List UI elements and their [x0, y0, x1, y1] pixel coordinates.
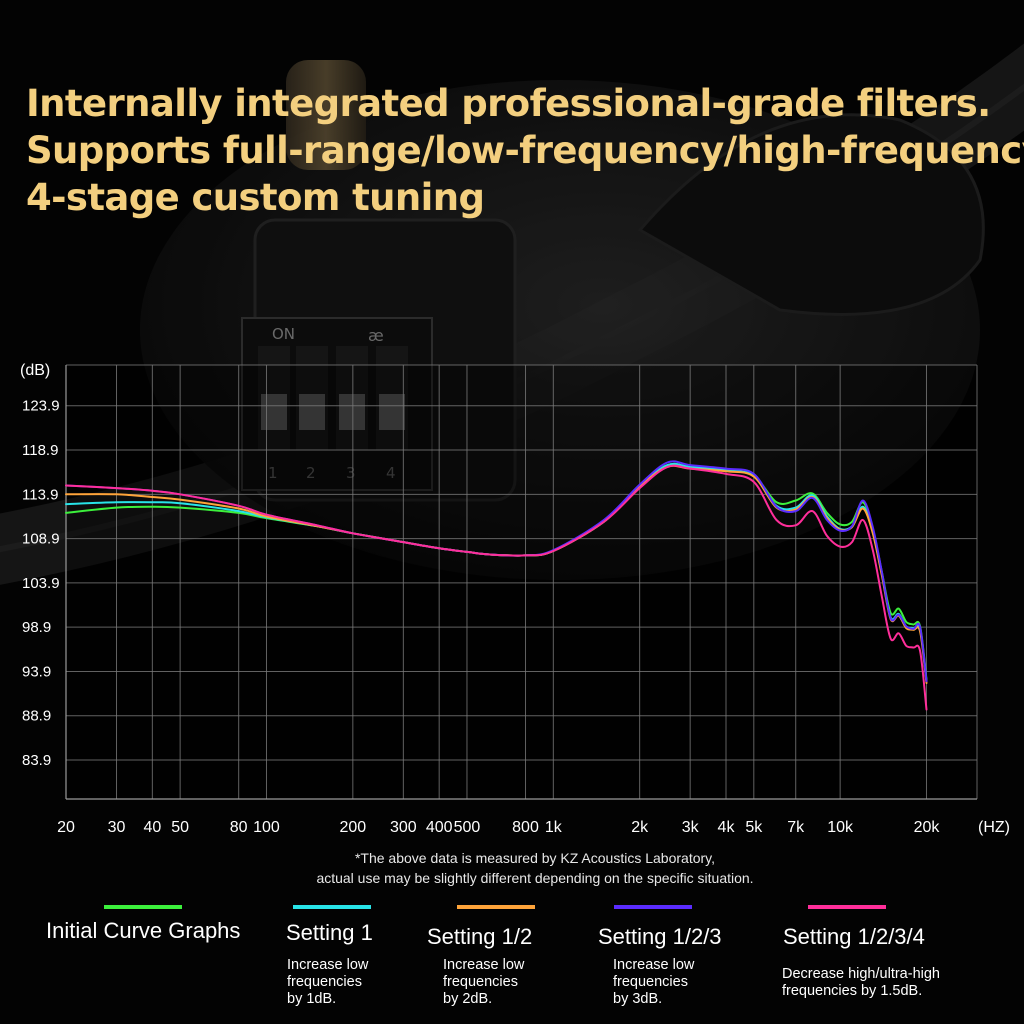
plot-area: [66, 365, 977, 799]
y-tick-label: 113.9: [22, 486, 58, 503]
x-tick-label: 1k: [545, 819, 563, 836]
legend-desc-setting-1: Increase low frequencies by 1dB.: [287, 957, 368, 1008]
dip-switch-2: [299, 394, 325, 430]
x-tick-label: 100: [253, 819, 280, 836]
x-tick-label: 10k: [827, 819, 854, 836]
legend-title-initial: Initial Curve Graphs: [46, 918, 241, 943]
y-tick-label: 98.9: [22, 619, 51, 636]
legend-line-setting-1-2-3-4: [808, 905, 886, 909]
x-tick-label: 400: [426, 819, 453, 836]
y-tick-label: 93.9: [22, 663, 51, 680]
legend-desc-setting-1-2-line-1: Increase low: [443, 957, 525, 973]
series-line-setting-1-2-3-4: [65, 464, 928, 711]
legend-title-setting-1-2: Setting 1/2: [427, 924, 533, 949]
legend-desc-setting-1-2-3-4: Decrease high/ultra-high frequencies by …: [782, 966, 940, 1000]
legend-desc-setting-1-2-line-3: by 2dB.: [443, 991, 493, 1007]
legend-line-setting-1-2: [457, 905, 535, 909]
dip-switch-number-2: 2: [306, 464, 316, 482]
dip-switch-number-4: 4: [386, 464, 396, 482]
dip-switch-4: [379, 394, 405, 430]
legend-title-setting-1-2-3-4: Setting 1/2/3/4: [783, 924, 925, 949]
legend-desc-setting-1-line-2: frequencies: [287, 974, 362, 990]
x-tick-label: 30: [108, 819, 126, 836]
nozzle-icon: [286, 60, 366, 170]
footnote-line-1: *The above data is measured by KZ Acoust…: [354, 850, 716, 866]
legend-desc-setting-1-2-3-line-2: frequencies: [613, 974, 688, 990]
legend-title-setting-1: Setting 1: [286, 920, 373, 945]
x-tick-label: 5k: [745, 819, 763, 836]
x-tick-label: 3k: [682, 819, 700, 836]
x-tick-label: 20: [57, 819, 75, 836]
y-tick-label: 103.9: [22, 575, 60, 592]
footnote: *The above data is measured by KZ Acoust…: [200, 848, 870, 888]
legend-desc-setting-1-2-3-line-1: Increase low: [613, 957, 695, 973]
dip-switch-1: [261, 394, 287, 430]
headline-line-3: 4-stage custom tuning: [26, 176, 485, 219]
legend-line-setting-1: [293, 905, 371, 909]
legend-desc-setting-1-line-3: by 1dB.: [287, 991, 337, 1007]
y-tick-label: 118.9: [22, 442, 58, 459]
y-tick-label: 123.9: [22, 398, 60, 415]
dip-switch-on-label: ON: [272, 325, 295, 343]
legend-line-setting-1-2-3: [614, 905, 692, 909]
legend-desc-setting-1-2-3-4-line-1: Decrease high/ultra-high: [782, 966, 940, 982]
legend-title-setting-1-2-3: Setting 1/2/3: [598, 924, 722, 949]
x-tick-label: 50: [171, 819, 189, 836]
legend-desc-setting-1-2-3: Increase low frequencies by 3dB.: [613, 957, 694, 1008]
x-axis-label: (HZ): [978, 819, 1010, 836]
x-tick-label: 500: [454, 819, 481, 836]
x-tick-label: 40: [143, 819, 161, 836]
x-tick-label: 7k: [787, 819, 805, 836]
dip-switch-slots: [258, 346, 408, 450]
y-axis-label: (dB): [20, 362, 50, 379]
headline-line-2: Supports full-range/low-frequency/high-f…: [26, 129, 1024, 172]
legend-desc-setting-1-2-3-line-3: by 3dB.: [613, 991, 663, 1007]
frequency-response-chart: 83.9 88.9 93.9 98.9 103.9 108.9 113.9 118.9 123.…: [20, 362, 1010, 836]
x-tick-label: 20k: [914, 819, 941, 836]
dip-switch-number-1: 1: [268, 464, 278, 482]
footnote-line-2: actual use may be slightly different dep…: [316, 870, 754, 886]
y-tick-label: 108.9: [22, 531, 60, 548]
dip-switch-brand-mark: æ: [368, 326, 384, 345]
dip-switch-3: [339, 394, 365, 430]
legend-desc-setting-1-2-3-4-line-2: frequencies by 1.5dB.: [782, 983, 923, 999]
x-tick-label: 800: [512, 819, 539, 836]
y-tick-label: 88.9: [22, 708, 51, 725]
legend-line-initial: [104, 905, 182, 909]
legend-desc-setting-1-2: Increase low frequencies by 2dB.: [443, 957, 524, 1008]
legend-desc-setting-1-2-line-2: frequencies: [443, 974, 518, 990]
x-tick-label: 200: [339, 819, 366, 836]
dip-switch-number-3: 3: [346, 464, 356, 482]
headline-line-1: Internally integrated professional-grade…: [26, 82, 991, 125]
y-tick-label: 83.9: [22, 752, 51, 769]
legend-desc-setting-1-line-1: Increase low: [287, 957, 369, 973]
x-tick-label: 2k: [631, 819, 649, 836]
x-tick-label: 4k: [718, 819, 736, 836]
x-tick-label: 300: [390, 819, 417, 836]
ear-tip: [637, 113, 985, 316]
x-tick-label: 80: [230, 819, 248, 836]
headline: Internally integrated professional-grade…: [26, 80, 1024, 221]
